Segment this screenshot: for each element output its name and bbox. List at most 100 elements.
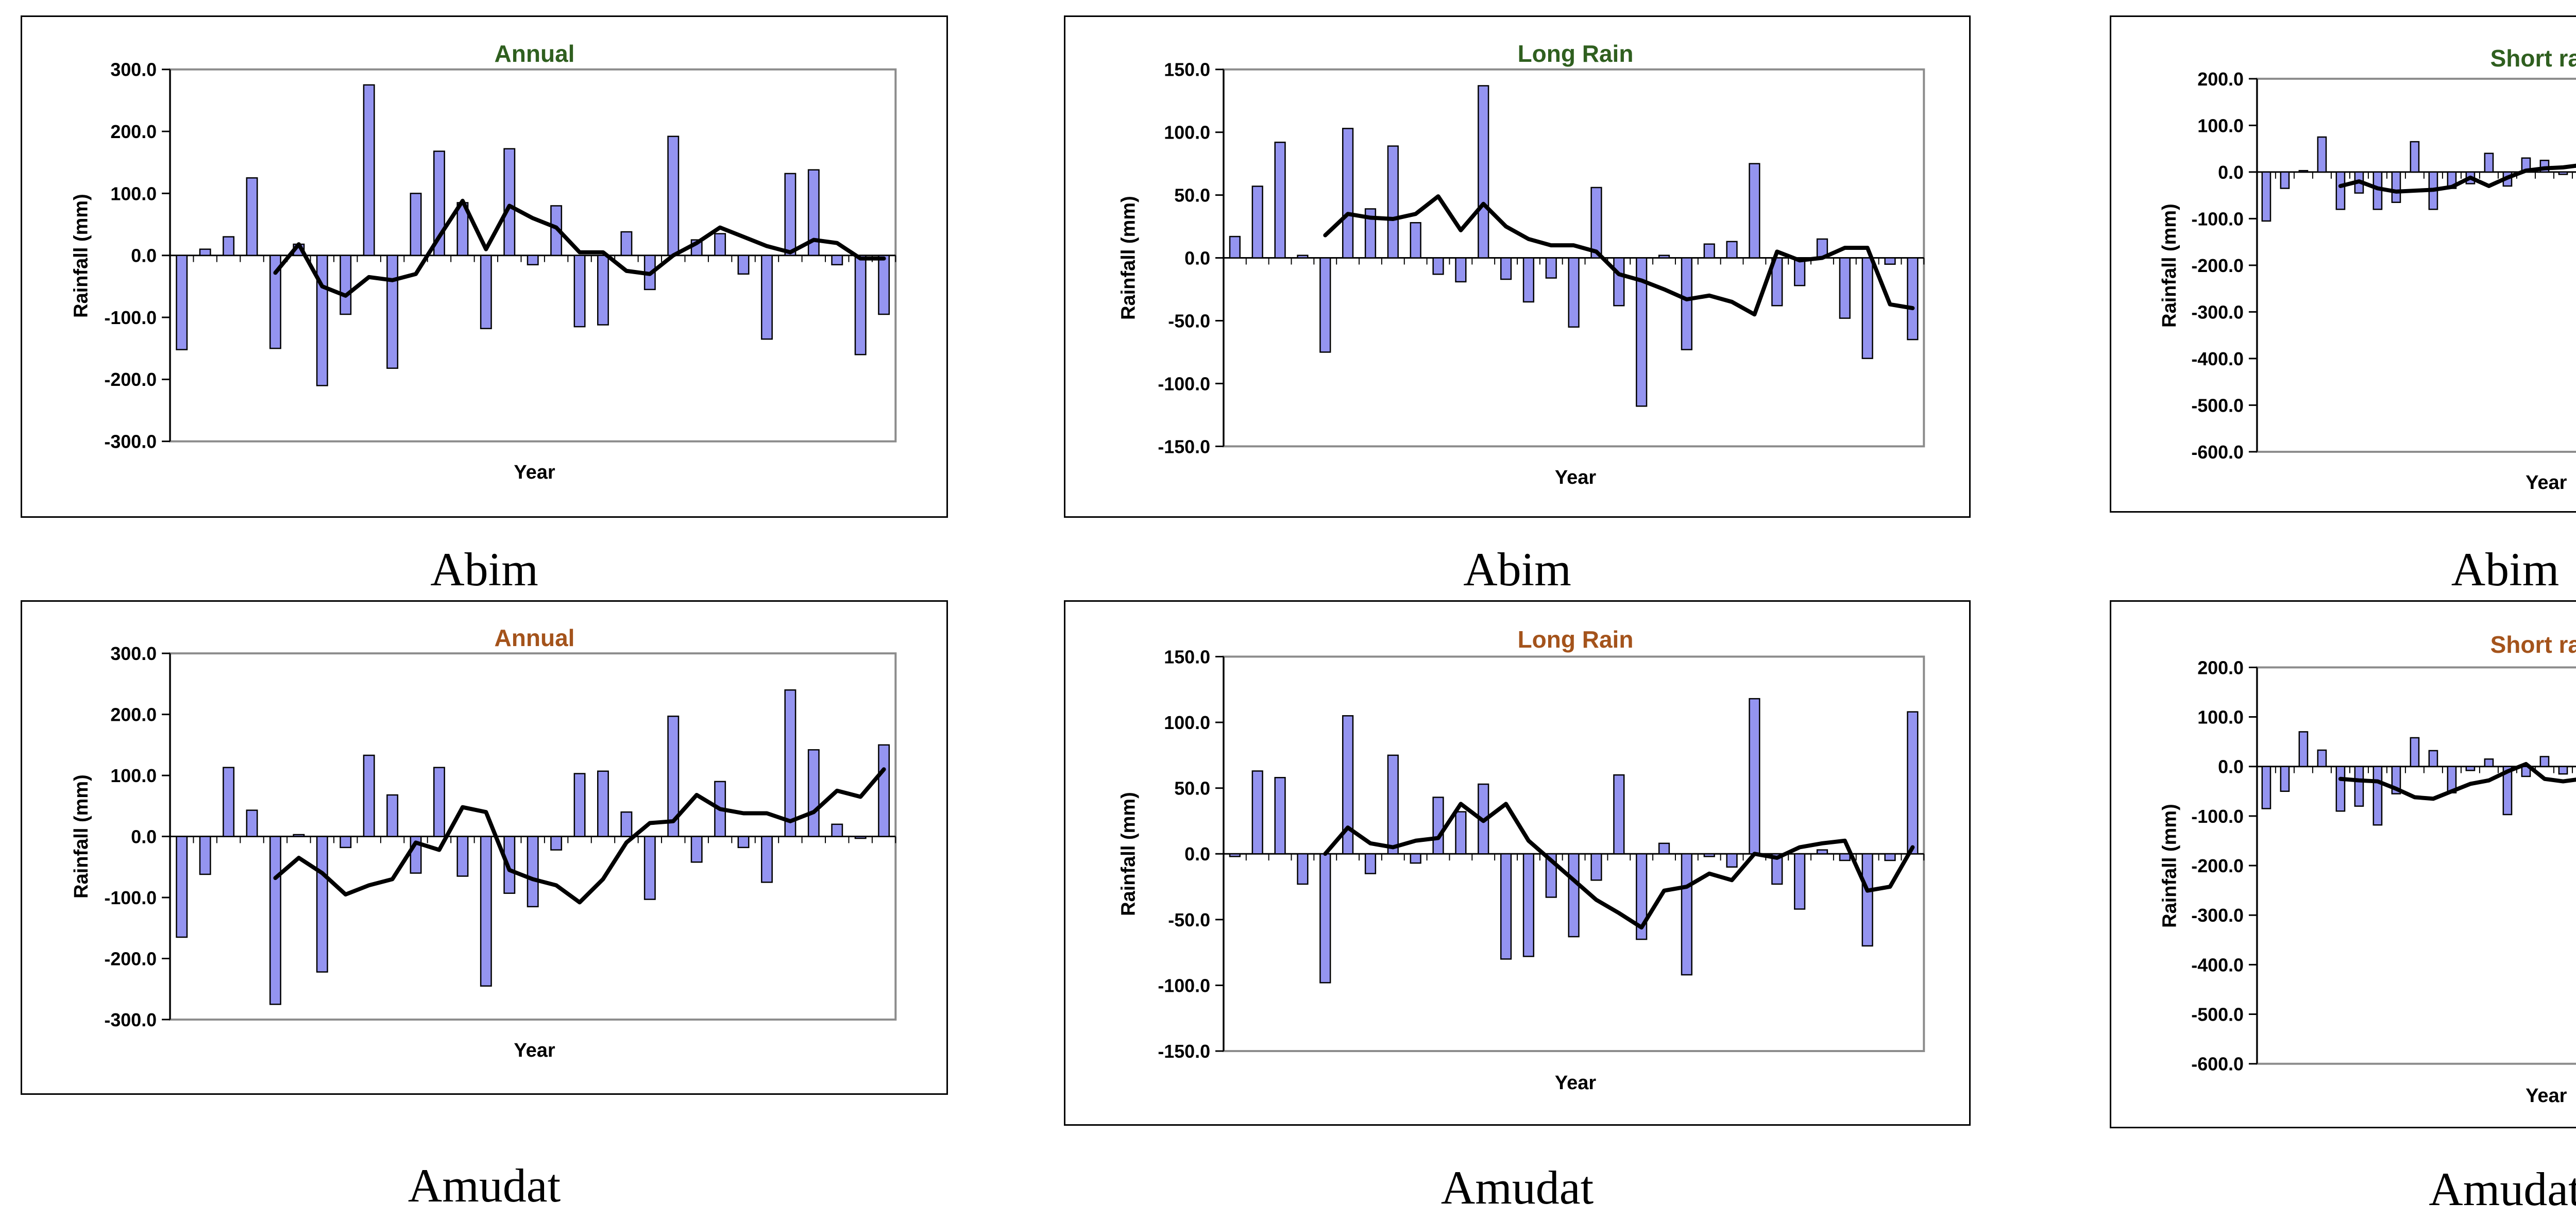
y-tick-label: -50.0 [1168, 910, 1210, 930]
y-tick-label: 200.0 [2197, 657, 2244, 678]
y-tick-label: 200.0 [110, 122, 157, 142]
anomaly-bar [1342, 715, 1354, 855]
anomaly-bar [410, 193, 422, 256]
anomaly-bar [1274, 777, 1286, 855]
anomaly-bar [831, 255, 843, 265]
district-caption: Amudat [1440, 1161, 1594, 1214]
anomaly-bar [854, 255, 867, 355]
anomaly-bar [2502, 766, 2513, 816]
y-tick-label: 100.0 [110, 183, 157, 204]
chart-title: Annual [494, 40, 575, 67]
anomaly-bar [1703, 853, 1715, 857]
anomaly-bar [1613, 774, 1625, 855]
anomaly-bar [2539, 756, 2550, 767]
anomaly-bar [1229, 853, 1241, 857]
anomaly-bar [1568, 853, 1580, 938]
y-tick-label: 0.0 [1184, 248, 1210, 269]
anomaly-bar [2410, 141, 2420, 173]
anomaly-bar [1613, 257, 1625, 307]
y-axis-title: Rainfall (mm) [70, 774, 92, 899]
anomaly-bar [2280, 766, 2290, 792]
anomaly-bar [246, 809, 258, 837]
y-axis-title: Rainfall (mm) [1117, 792, 1140, 916]
anomaly-bar [2465, 766, 2476, 771]
y-tick-label: -100.0 [2191, 806, 2244, 827]
y-tick-label: 200.0 [110, 705, 157, 725]
anomaly-bar [1590, 187, 1602, 259]
anomaly-bar [643, 836, 656, 900]
trend-line [1323, 802, 1915, 930]
anomaly-bar [2335, 766, 2346, 812]
trend-line [273, 198, 886, 298]
trend-line [1323, 194, 1915, 317]
anomaly-bar [2317, 136, 2327, 173]
y-tick-label: -400.0 [2191, 955, 2244, 975]
amudat-annual-plot: 300.0 200.0 100.0 0.0 -100.0 -200.0 -300.0 [104, 644, 897, 1030]
anomaly-bar [1297, 255, 1309, 259]
anomaly-bar [1726, 853, 1738, 868]
chart-panel-abim-annual: 300.0 200.0 100.0 0.0 -100.0 -200.0 -300.0 Ann… [21, 15, 948, 518]
plot-border [2256, 77, 2576, 453]
anomaly-bar [807, 169, 820, 256]
y-tick-label: -300.0 [104, 432, 157, 452]
anomaly-bar [2558, 766, 2568, 775]
anomaly-bar [854, 836, 867, 839]
anomaly-bar [1794, 257, 1806, 286]
anomaly-bar [1636, 853, 1648, 940]
anomaly-bar [1342, 128, 1354, 259]
district-caption: Amudat [2429, 1163, 2576, 1215]
y-axis-title: Rainfall (mm) [70, 193, 92, 318]
anomaly-bar [2317, 749, 2327, 767]
y-tick-label: -100.0 [1158, 374, 1210, 394]
y-tick-label: -150.0 [1158, 436, 1210, 457]
y-tick-label: 0.0 [2218, 757, 2244, 777]
anomaly-bar [667, 136, 680, 256]
anomaly-bar [1229, 235, 1241, 259]
anomaly-bar [1839, 853, 1851, 861]
anomaly-bar [2391, 171, 2401, 203]
anomaly-bar [597, 770, 609, 837]
anomaly-bar [246, 177, 258, 256]
anomaly-bar [1907, 711, 1919, 855]
chart-panel-abim-short-rain: 200.0 100.0 0.0 -100.0 -200.0 -300.0 -400.0 -50… [2110, 15, 2576, 513]
anomaly-bar [2280, 171, 2290, 189]
y-tick-label: 100.0 [110, 766, 157, 786]
anomaly-bar [269, 836, 281, 1005]
y-axis-title: Rainfall (mm) [1117, 196, 1140, 320]
anomaly-bar [784, 689, 796, 837]
anomaly-bar [878, 255, 890, 315]
trend-line [2338, 761, 2576, 801]
y-tick-label: 100.0 [1164, 123, 1210, 143]
anomaly-bar [737, 255, 750, 275]
anomaly-bar [878, 744, 890, 837]
y-tick-label: 100.0 [2197, 707, 2244, 727]
anomaly-bar [1387, 754, 1399, 855]
y-tick-label: 150.0 [1164, 60, 1210, 80]
anomaly-bar [1478, 85, 1489, 259]
anomaly-bar [2335, 171, 2346, 210]
anomaly-bar [550, 836, 563, 851]
anomaly-bar [1861, 257, 1873, 359]
anomaly-bar [363, 754, 375, 837]
y-tick-label: -200.0 [104, 369, 157, 390]
anomaly-bar [1410, 853, 1421, 864]
anomaly-bar [1568, 257, 1580, 328]
chart-title: Long Rain [1517, 625, 1634, 653]
y-tick-label: 100.0 [2197, 115, 2244, 136]
chart-panel-amudat-annual: 300.0 200.0 100.0 0.0 -100.0 -200.0 -300.0 Ann… [21, 600, 948, 1095]
anomaly-bar [503, 148, 516, 256]
anomaly-bar [620, 231, 633, 256]
y-tick-label: -100.0 [1158, 975, 1210, 996]
anomaly-bar [223, 767, 235, 837]
district-caption: Abim [1463, 543, 1571, 596]
y-tick-label: 100.0 [1164, 713, 1210, 733]
y-tick-label: 50.0 [1174, 778, 1210, 799]
anomaly-bar [1455, 811, 1467, 855]
anomaly-bar [480, 255, 492, 329]
anomaly-bar [1387, 145, 1399, 259]
y-tick-label: -300.0 [2191, 905, 2244, 926]
y-tick-label: -100.0 [2191, 209, 2244, 229]
x-axis-title: Year [2526, 1085, 2567, 1107]
y-tick-label: 150.0 [1164, 647, 1210, 667]
